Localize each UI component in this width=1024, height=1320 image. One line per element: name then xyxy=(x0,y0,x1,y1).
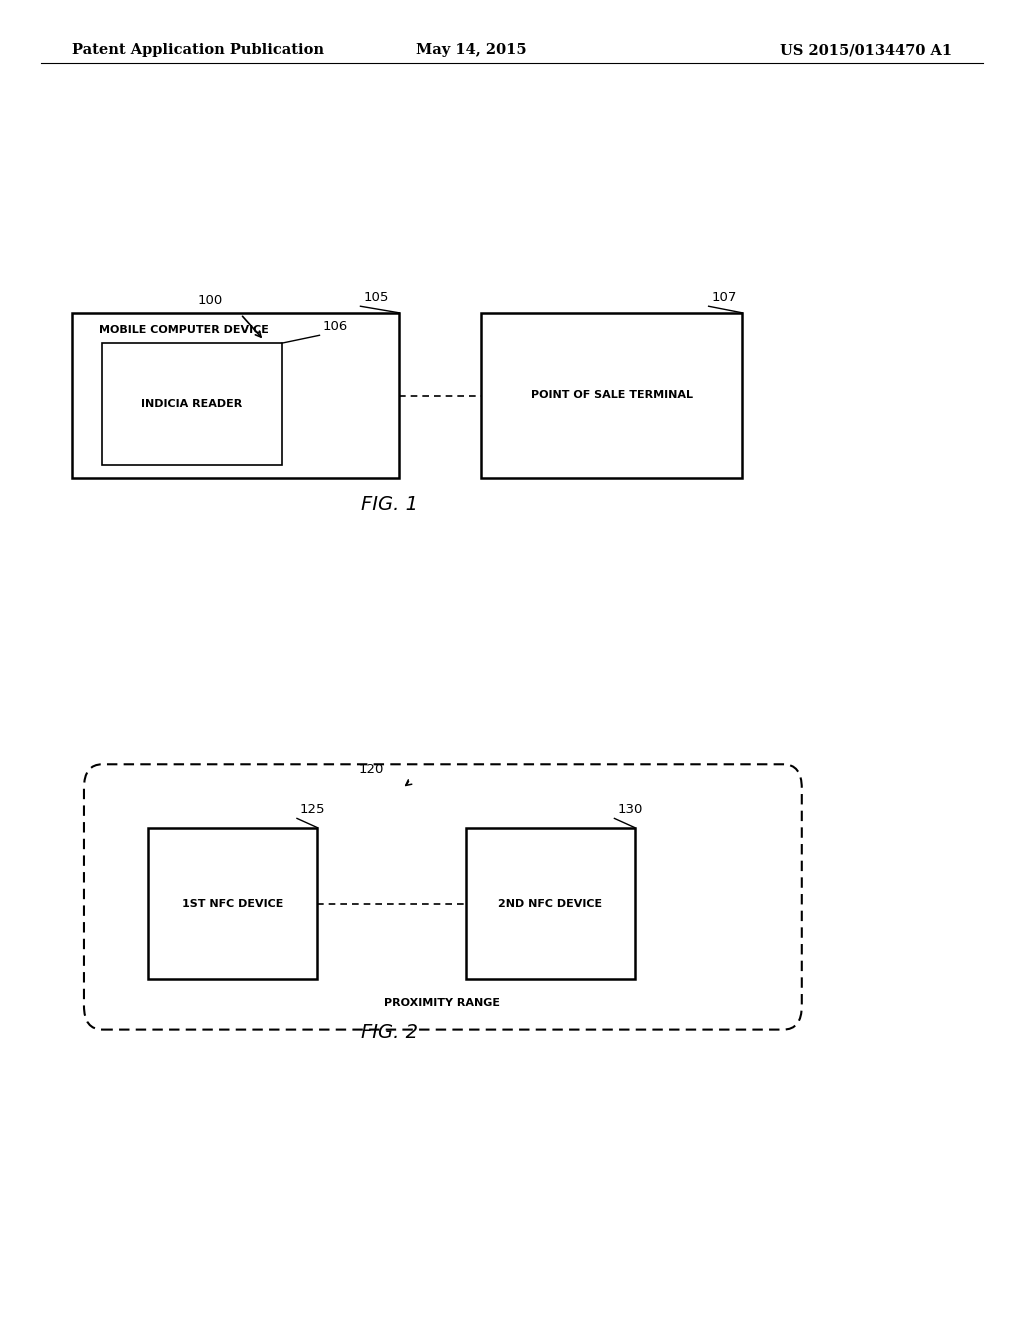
FancyBboxPatch shape xyxy=(72,313,399,478)
Text: INDICIA READER: INDICIA READER xyxy=(141,399,243,409)
Text: PROXIMITY RANGE: PROXIMITY RANGE xyxy=(384,998,501,1008)
Text: 120: 120 xyxy=(358,763,384,776)
FancyBboxPatch shape xyxy=(481,313,742,478)
Text: POINT OF SALE TERMINAL: POINT OF SALE TERMINAL xyxy=(530,391,693,400)
Text: 100: 100 xyxy=(198,294,222,308)
FancyBboxPatch shape xyxy=(148,828,317,979)
Text: FIG. 2: FIG. 2 xyxy=(360,1023,418,1041)
FancyBboxPatch shape xyxy=(84,764,802,1030)
Text: 106: 106 xyxy=(323,319,348,333)
Text: FIG. 1: FIG. 1 xyxy=(360,495,418,513)
Text: May 14, 2015: May 14, 2015 xyxy=(416,44,526,57)
Text: 125: 125 xyxy=(300,803,326,816)
Text: 2ND NFC DEVICE: 2ND NFC DEVICE xyxy=(499,899,602,908)
Text: MOBILE COMPUTER DEVICE: MOBILE COMPUTER DEVICE xyxy=(99,325,269,335)
FancyBboxPatch shape xyxy=(466,828,635,979)
Text: 107: 107 xyxy=(712,290,737,304)
Text: 105: 105 xyxy=(364,290,389,304)
Text: Patent Application Publication: Patent Application Publication xyxy=(72,44,324,57)
Text: US 2015/0134470 A1: US 2015/0134470 A1 xyxy=(780,44,952,57)
FancyBboxPatch shape xyxy=(102,343,282,465)
Text: 1ST NFC DEVICE: 1ST NFC DEVICE xyxy=(182,899,284,908)
Text: 130: 130 xyxy=(617,803,643,816)
